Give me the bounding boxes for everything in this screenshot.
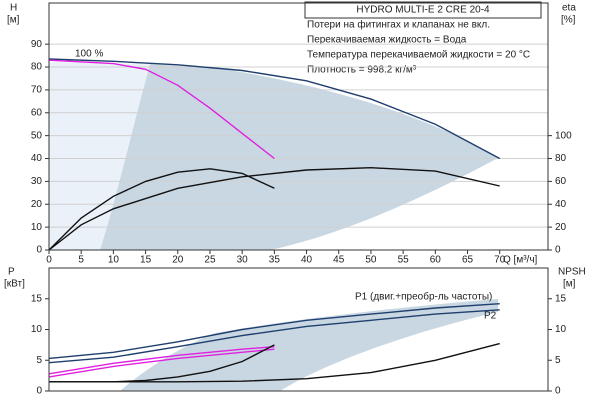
annotation: Плотность = 998.2 кг/м³: [307, 65, 417, 76]
y2-unit: [м]: [563, 279, 576, 290]
x-tick-label: 45: [333, 255, 345, 266]
operating-area: [49, 62, 150, 250]
plot-frame: [48, 2, 549, 251]
y2-tick-label: 80: [555, 153, 567, 164]
series-line: [48, 166, 500, 251]
y-tick-label: 60: [31, 107, 43, 118]
x-tick-label: 50: [365, 255, 377, 266]
y2-tick-label: 0: [555, 386, 561, 397]
series-line: [48, 303, 500, 360]
x-tick-label: 65: [462, 255, 474, 266]
series-label: P2: [484, 311, 497, 322]
x-tick-label: 0: [46, 255, 52, 266]
y2-tick-label: 20: [555, 222, 567, 233]
y2-tick-label: 5: [555, 355, 561, 366]
plot-frame: [48, 267, 549, 392]
series-line: [48, 59, 275, 160]
y2-tick-label: 40: [555, 199, 567, 210]
y-tick-label: 30: [31, 176, 43, 187]
y2-label: eta: [562, 3, 576, 14]
y-tick-label: 80: [31, 62, 43, 73]
operating-area: [100, 64, 498, 250]
y2-tick-label: 0: [555, 245, 561, 256]
y2-tick-label: 10: [555, 324, 567, 335]
y-tick-label: 5: [36, 355, 42, 366]
series-label: P1 (двиг.+преобр-ль частоты): [355, 291, 492, 303]
y-tick-label: 90: [31, 39, 43, 50]
x-tick-label: 70: [494, 255, 506, 266]
operating-area: [120, 299, 498, 391]
y2-unit: [%]: [561, 15, 576, 26]
x-tick-label: 15: [140, 255, 152, 266]
curve-label: 100 %: [75, 49, 103, 60]
series-line: [48, 348, 275, 378]
x-label: Q [м³/ч]: [503, 255, 538, 266]
y-tick-label: 0: [36, 386, 42, 397]
x-tick-label: 25: [204, 255, 216, 266]
series-line: [48, 58, 501, 160]
series-line: [48, 346, 275, 375]
y-unit: [м]: [7, 15, 20, 26]
x-tick-label: 35: [269, 255, 281, 266]
title-box: [304, 1, 542, 19]
annotation: Перекачиваемая жидкость = Вода: [307, 35, 467, 46]
chart-title: HYDRO MULTI-E 2 CRE 20-4: [356, 5, 490, 16]
series-line: [48, 309, 500, 364]
y-tick-label: 70: [31, 85, 43, 96]
x-tick-label: 30: [237, 255, 249, 266]
y-tick-label: 50: [31, 130, 43, 141]
x-tick-label: 10: [108, 255, 120, 266]
y-tick-label: 10: [31, 222, 43, 233]
y-tick-label: 40: [31, 153, 43, 164]
y-label: P: [8, 267, 15, 278]
y2-label: NPSH: [558, 267, 586, 278]
series-line: [49, 342, 500, 383]
annotation: Температура перекачиваемой жидкости = 20…: [307, 50, 530, 61]
x-tick-label: 5: [78, 255, 84, 266]
annotation: Потери на фитингах и клапанах не вкл.: [307, 19, 490, 31]
y-tick-label: 20: [31, 199, 43, 210]
x-tick-label: 40: [301, 255, 313, 266]
y2-tick-label: 100: [555, 130, 572, 141]
series-line: [48, 168, 275, 251]
x-tick-label: 55: [398, 255, 410, 266]
y2-tick-label: 60: [555, 176, 567, 187]
y-tick-label: 0: [36, 245, 42, 256]
y-tick-label: 10: [31, 324, 43, 335]
x-tick-label: 20: [172, 255, 184, 266]
y-unit: [кВт]: [4, 279, 25, 290]
y-label: H: [10, 3, 17, 14]
y2-tick-label: 15: [555, 293, 567, 304]
x-tick-label: 60: [430, 255, 442, 266]
y-tick-label: 15: [31, 293, 43, 304]
